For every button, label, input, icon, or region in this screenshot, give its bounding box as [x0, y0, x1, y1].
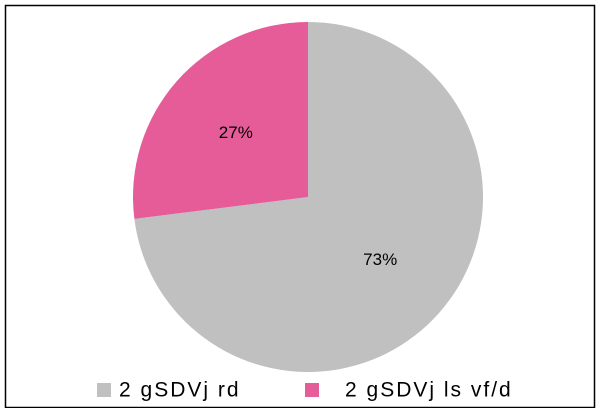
legend-label: 2 gSDVj ls vf/d [345, 379, 513, 402]
pie-slice [133, 22, 308, 219]
pie-slice [134, 22, 483, 372]
data-label: 27% [219, 123, 253, 142]
legend-swatch [97, 383, 111, 397]
data-label: 73% [363, 250, 397, 269]
legend-swatch [305, 383, 319, 397]
legend-label: 2 gSDVj rd [119, 379, 241, 402]
